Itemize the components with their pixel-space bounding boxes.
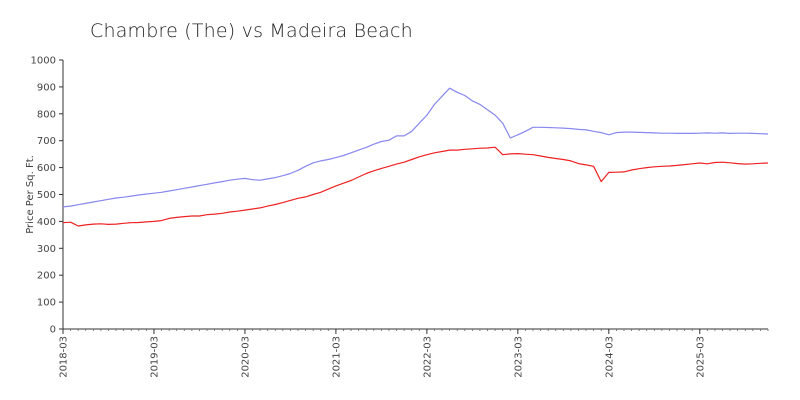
y-tick-label: 800 [37,109,56,120]
x-tick-label: 2019-03 [149,336,160,378]
y-tick-label: 100 [37,298,56,309]
y-axis-title: Price Per Sq. Ft. [25,155,36,234]
chart-title: Chambre (The) vs Madeira Beach [90,20,413,42]
x-tick-label: 2025-03 [695,336,706,378]
x-tick-label: 2021-03 [331,336,342,378]
y-tick-label: 900 [37,82,56,93]
y-tick-label: 0 [50,325,56,336]
y-tick-label: 500 [37,190,56,201]
series-line-2 [62,146,769,227]
y-tick-label: 300 [37,244,56,255]
x-tick-label: 2022-03 [422,336,433,378]
y-tick-label: 700 [37,136,56,147]
series-line-1 [62,87,769,208]
chart-axes: 0 100 200 300 400 500 600 700 800 900 1000 Price Pe… [25,56,769,378]
x-tick-label: 2018-03 [59,336,70,378]
x-tick-label: 2023-03 [513,336,524,378]
x-tick-label: 2024-03 [604,336,615,378]
y-tick-label: 600 [37,163,56,174]
chart-series [62,87,769,227]
y-tick-label: 1000 [31,56,56,67]
y-tick-label: 400 [37,217,56,228]
y-tick-label: 200 [37,271,56,282]
x-tick-label: 2020-03 [240,336,251,378]
